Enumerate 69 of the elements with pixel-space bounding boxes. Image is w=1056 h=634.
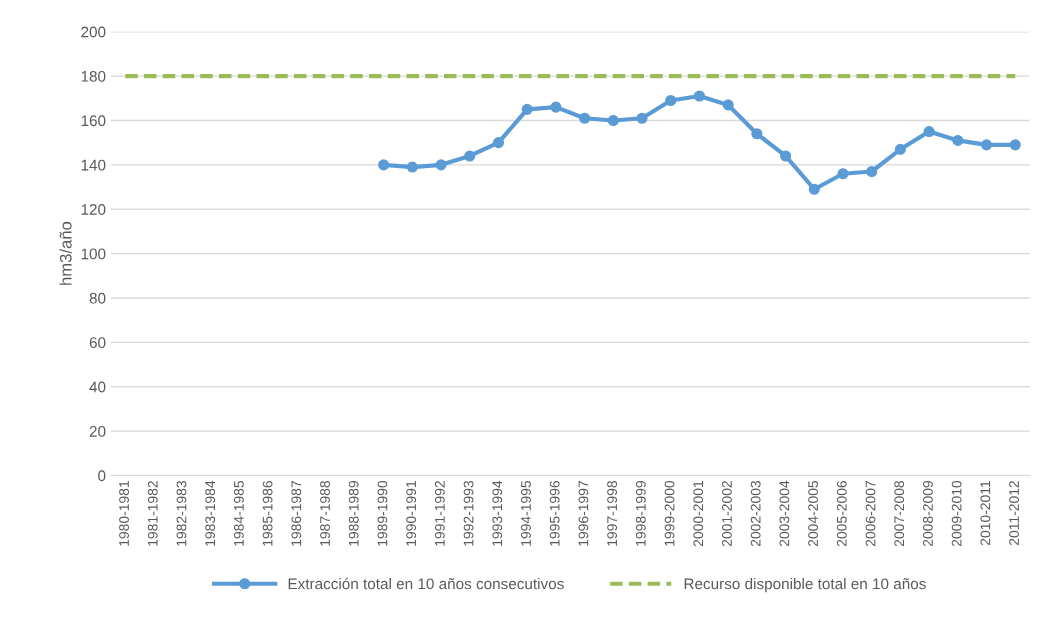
point <box>406 161 418 173</box>
y-tick-label: 200 <box>81 26 106 38</box>
point <box>464 150 476 162</box>
point <box>1009 139 1021 151</box>
point <box>693 90 705 102</box>
y-tick-label: 80 <box>89 292 106 304</box>
point <box>492 137 505 149</box>
x-tick-label: 2000-2001 <box>693 481 704 547</box>
x-tick-label: 2010-2011 <box>980 481 991 546</box>
x-tick-label: 2008-2009 <box>923 481 933 547</box>
point <box>780 150 792 162</box>
x-tick-label: 1981-1982 <box>147 481 158 546</box>
point <box>952 134 964 146</box>
point <box>837 168 849 180</box>
point <box>579 112 591 124</box>
point <box>751 128 763 140</box>
legend-label: Extracción total en 10 años consecutivos <box>288 577 564 590</box>
point <box>550 101 562 113</box>
y-axis-title: hm3/año <box>59 221 72 285</box>
y-tick-label: 120 <box>81 204 106 215</box>
x-tick-label: 1991-1992 <box>434 481 445 546</box>
x-tick-label: 1998-1999 <box>635 481 646 546</box>
point <box>923 125 935 138</box>
point <box>636 112 648 124</box>
point <box>378 159 390 171</box>
x-tick-label: 2005-2006 <box>836 480 847 547</box>
y-tick-label: 180 <box>81 70 106 82</box>
x-tick-label: 2009-2010 <box>951 480 962 547</box>
x-tick-label: 2002-2003 <box>750 480 761 547</box>
x-tick-label: 2007-2008 <box>894 480 905 547</box>
point <box>808 183 820 195</box>
x-tick-label: 1993-1994 <box>492 480 503 546</box>
x-tick-label: 1986-1987 <box>291 481 302 546</box>
point <box>722 99 734 111</box>
x-tick-label: 2004-2005 <box>808 480 818 547</box>
y-tick-label: 60 <box>89 337 106 349</box>
y-tick-label: 140 <box>81 159 106 171</box>
x-tick-label: 2011-2012 <box>1009 481 1019 546</box>
x-tick-label: 1980-1981 <box>119 481 129 546</box>
x-tick-label: 1992-1993 <box>463 480 474 546</box>
x-tick-label: 1995-1996 <box>549 480 560 546</box>
point <box>521 103 533 115</box>
x-tick-label: 1987-1988 <box>320 480 330 546</box>
x-tick-label: 1999-2000 <box>664 480 675 546</box>
x-tick-label: 1994-1995 <box>521 480 531 546</box>
x-tick-label: 2003-2004 <box>779 480 790 547</box>
x-tick-label: 1982-1983 <box>176 480 187 546</box>
legend-label: Recurso disponible total en 10 años <box>684 578 926 593</box>
x-tick-label: 1996-1997 <box>578 481 589 546</box>
x-tick-label: 1988-1989 <box>348 481 359 546</box>
x-tick-label: 1983-1984 <box>205 480 216 546</box>
point <box>894 143 906 155</box>
y-tick-label: 160 <box>81 115 106 127</box>
x-tick-label: 1989-1990 <box>377 480 388 546</box>
y-tick-label: 100 <box>81 248 106 260</box>
point <box>607 114 619 127</box>
y-tick-label: 0 <box>98 470 106 482</box>
point <box>866 165 878 178</box>
x-tick-label: 2001-2002 <box>722 481 732 547</box>
x-tick-label: 1984-1985 <box>233 480 244 546</box>
y-tick-label: 40 <box>89 381 106 393</box>
x-tick-label: 1997-1998 <box>607 480 618 546</box>
x-tick-label: 2006-2007 <box>865 481 876 547</box>
point <box>435 159 447 171</box>
x-tick-label: 1990-1991 <box>406 481 417 546</box>
x-tick-label: 1985-1986 <box>262 480 273 546</box>
y-tick-label: 20 <box>89 425 106 437</box>
point <box>665 94 677 107</box>
point <box>980 139 993 151</box>
